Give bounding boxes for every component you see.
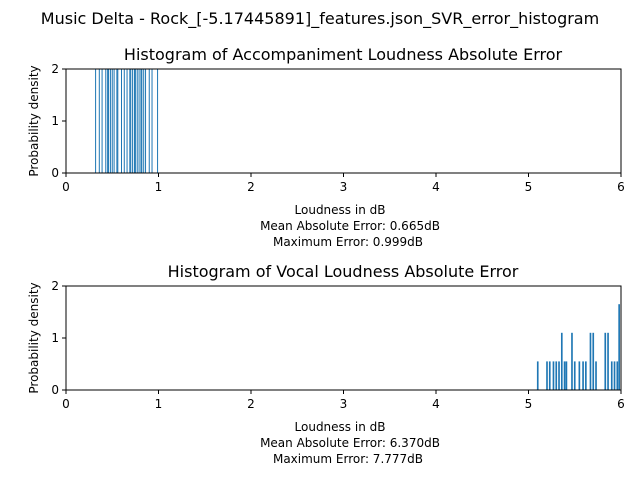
vocal-histogram-bar-4 <box>555 361 558 390</box>
vocal-x-tick-label-4: 4 <box>432 397 440 411</box>
vocal-histogram-ticks: 0 1 2 3 4 5 6 0 1 2 <box>51 279 624 411</box>
accompaniment-histogram-bar-25 <box>148 69 150 173</box>
accompaniment-histogram-bar-9 <box>116 69 118 173</box>
vocal-x-tick-label-6: 6 <box>617 397 625 411</box>
accompaniment-histogram-bar-5 <box>108 69 110 173</box>
vocal-mean-error-text: Mean Absolute Error: 6.370dB <box>260 436 440 450</box>
vocal-histogram-bar-16 <box>595 361 597 390</box>
accompaniment-histogram-bar-23 <box>143 69 145 173</box>
vocal-histogram-bar-12 <box>582 361 584 390</box>
vocal-x-tick-label-3: 3 <box>340 397 348 411</box>
accompaniment-histogram-panel: Histogram of Accompaniment Loudness Abso… <box>27 45 625 249</box>
accompaniment-histogram-bar-15 <box>130 69 132 173</box>
vocal-histogram-bar-20 <box>613 361 616 390</box>
vocal-y-tick-label-0: 0 <box>51 383 59 397</box>
accompaniment-histogram-bar-27 <box>157 69 159 173</box>
accompaniment-histogram-bars <box>95 69 159 173</box>
figure-suptitle: Music Delta - Rock_[-5.17445891]_feature… <box>41 9 599 29</box>
vocal-x-tick-label-5: 5 <box>525 397 533 411</box>
vocal-max-error-text: Maximum Error: 7.777dB <box>273 452 423 466</box>
accompaniment-y-tick-label-2: 2 <box>51 62 59 76</box>
vocal-y-axis-label: Probability density <box>27 282 41 393</box>
accompaniment-histogram-bar-17 <box>133 69 135 173</box>
vocal-y-tick-label-1: 1 <box>51 331 59 345</box>
accompaniment-max-error-text: Maximum Error: 0.999dB <box>273 235 423 249</box>
accompaniment-histogram-ticks: 0 1 2 3 4 5 6 0 1 2 <box>51 62 624 194</box>
accompaniment-y-tick-label-0: 0 <box>51 166 59 180</box>
vocal-histogram-frame <box>65 285 622 391</box>
vocal-histogram-bar-22 <box>618 304 620 390</box>
vocal-histogram-bar-11 <box>578 361 581 390</box>
accompaniment-histogram-bar-13 <box>126 69 128 173</box>
accompaniment-histogram-bar-20 <box>138 69 140 173</box>
accompaniment-histogram-bar-3 <box>105 69 107 173</box>
accompaniment-y-axis-label: Probability density <box>27 65 41 176</box>
vocal-histogram-bar-7 <box>563 361 566 390</box>
vocal-histogram-bar-15 <box>592 332 595 390</box>
vocal-y-tick-label-2: 2 <box>51 279 59 293</box>
accompaniment-histogram-frame <box>65 68 622 174</box>
accompaniment-histogram-bar-14 <box>129 69 131 173</box>
accompaniment-mean-error-text: Mean Absolute Error: 0.665dB <box>260 219 440 233</box>
accompaniment-x-tick-label-5: 5 <box>525 180 533 194</box>
accompaniment-histogram-bar-22 <box>141 69 143 173</box>
accompaniment-histogram-title: Histogram of Accompaniment Loudness Abso… <box>124 45 563 64</box>
accompaniment-histogram-bar-2 <box>101 69 103 173</box>
vocal-histogram-bar-13 <box>585 361 587 390</box>
vocal-histogram-bar-18 <box>607 332 609 390</box>
accompaniment-histogram-bar-24 <box>145 69 147 173</box>
accompaniment-x-tick-label-3: 3 <box>340 180 348 194</box>
vocal-histogram-bar-6 <box>560 332 563 390</box>
accompaniment-histogram-bar-12 <box>123 69 125 173</box>
accompaniment-histogram-bar-1 <box>98 69 100 173</box>
vocal-x-axis-label: Loudness in dB <box>295 420 386 434</box>
accompaniment-histogram-bar-11 <box>121 69 122 173</box>
vocal-x-tick-label-2: 2 <box>247 397 255 411</box>
accompaniment-x-tick-label-0: 0 <box>62 180 70 194</box>
vocal-histogram-bar-19 <box>610 361 613 390</box>
vocal-histogram-title: Histogram of Vocal Loudness Absolute Err… <box>168 262 519 281</box>
vocal-histogram-bar-21 <box>616 361 619 390</box>
vocal-histogram-bar-10 <box>573 361 576 390</box>
accompaniment-x-tick-label-6: 6 <box>617 180 625 194</box>
accompaniment-histogram-bar-18 <box>134 69 136 173</box>
accompaniment-y-tick-label-1: 1 <box>51 114 59 128</box>
vocal-histogram-panel: Histogram of Vocal Loudness Absolute Err… <box>27 262 625 466</box>
vocal-histogram-bar-3 <box>552 361 555 390</box>
accompaniment-histogram-bar-8 <box>113 69 115 173</box>
vocal-histogram-bar-2 <box>548 361 551 390</box>
accompaniment-histogram-bar-19 <box>136 69 138 173</box>
vocal-histogram-bar-17 <box>604 332 607 390</box>
accompaniment-histogram-bar-10 <box>117 69 119 173</box>
vocal-histogram-bar-0 <box>536 361 539 390</box>
accompaniment-histogram-bar-7 <box>111 69 113 173</box>
vocal-x-tick-label-1: 1 <box>155 397 163 411</box>
accompaniment-histogram-bar-4 <box>107 69 109 173</box>
accompaniment-x-tick-label-1: 1 <box>155 180 163 194</box>
accompaniment-histogram-bar-6 <box>109 69 111 173</box>
accompaniment-histogram-bar-16 <box>132 69 134 173</box>
vocal-histogram-bars <box>536 304 620 390</box>
accompaniment-x-tick-label-4: 4 <box>432 180 440 194</box>
accompaniment-x-axis-label: Loudness in dB <box>295 203 386 217</box>
accompaniment-x-tick-label-2: 2 <box>247 180 255 194</box>
accompaniment-histogram-bar-26 <box>151 69 153 173</box>
vocal-histogram-bar-5 <box>558 361 560 390</box>
vocal-histogram-bar-8 <box>565 361 568 390</box>
vocal-x-tick-label-0: 0 <box>62 397 70 411</box>
vocal-histogram-bar-14 <box>589 332 592 390</box>
vocal-histogram-bar-9 <box>571 332 573 390</box>
accompaniment-histogram-bar-0 <box>95 69 97 173</box>
vocal-histogram-bar-1 <box>546 361 548 390</box>
accompaniment-histogram-bar-21 <box>140 69 142 173</box>
